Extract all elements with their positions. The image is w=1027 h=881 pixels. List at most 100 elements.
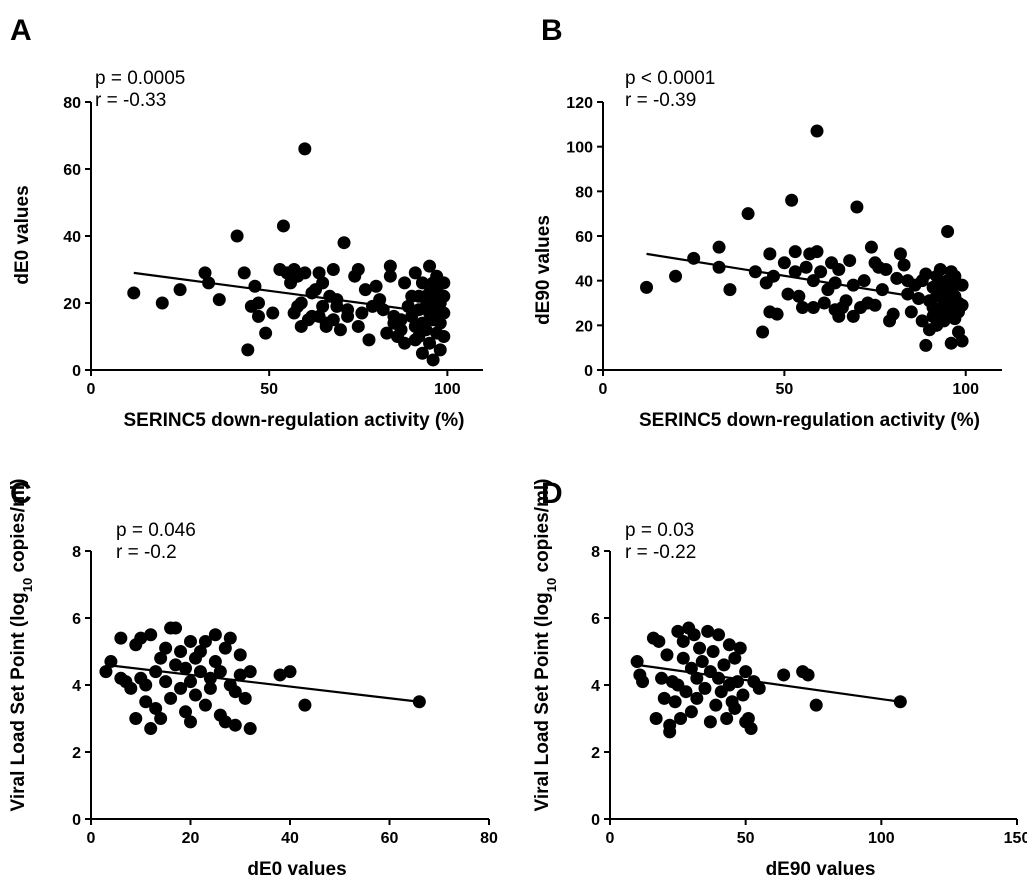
x-axis-title: dE90 values xyxy=(766,859,876,880)
y-tick-label: 6 xyxy=(591,611,600,628)
data-point xyxy=(144,722,158,736)
data-point xyxy=(868,298,882,312)
y-tick-label: 120 xyxy=(566,95,593,112)
data-point xyxy=(208,655,222,669)
data-point xyxy=(159,675,173,689)
data-point xyxy=(706,645,720,658)
regression-line xyxy=(636,663,901,703)
data-point xyxy=(330,299,344,313)
data-point xyxy=(129,712,143,725)
data-point xyxy=(251,309,265,323)
data-point xyxy=(886,307,900,321)
x-tick-label: 50 xyxy=(260,381,278,398)
data-point xyxy=(154,712,168,725)
data-point xyxy=(408,266,422,280)
data-point xyxy=(712,260,726,274)
x-tick-label: 50 xyxy=(737,830,755,847)
data-point xyxy=(419,323,433,337)
x-axis-title: SERINC5 down-regulation activity (%) xyxy=(124,410,465,431)
data-point xyxy=(655,671,669,685)
data-point xyxy=(212,293,226,307)
p-value-label: p = 0.0005 xyxy=(95,68,185,89)
data-point xyxy=(188,688,202,702)
data-point xyxy=(915,314,929,328)
data-point xyxy=(213,665,227,679)
data-point xyxy=(218,715,232,729)
x-tick-label: 0 xyxy=(606,830,615,847)
data-point xyxy=(312,266,326,280)
data-point xyxy=(394,313,408,327)
data-point xyxy=(184,634,197,648)
data-point xyxy=(241,343,255,357)
data-point xyxy=(208,628,222,642)
data-point xyxy=(649,712,663,725)
data-point xyxy=(671,624,685,638)
data-point xyxy=(124,681,138,695)
data-point xyxy=(839,294,853,308)
data-point xyxy=(788,245,802,259)
data-point xyxy=(660,648,674,662)
data-point xyxy=(326,313,340,327)
data-point xyxy=(890,271,904,285)
data-point xyxy=(337,236,351,250)
data-point xyxy=(879,263,893,276)
y-tick-label: 0 xyxy=(591,812,600,829)
data-point xyxy=(676,651,690,665)
data-point xyxy=(193,645,207,658)
data-point xyxy=(752,681,766,695)
x-axis-title: dE0 values xyxy=(247,859,346,880)
data-point xyxy=(712,240,726,254)
r-value-label: r = -0.2 xyxy=(116,542,177,563)
data-point xyxy=(394,323,408,337)
data-point xyxy=(266,306,280,320)
data-point xyxy=(814,265,828,279)
data-point xyxy=(134,631,148,645)
y-tick-label: 20 xyxy=(63,296,81,313)
data-point xyxy=(341,309,355,323)
panel-letter: B xyxy=(541,14,563,47)
y-tick-label: 2 xyxy=(591,745,600,762)
data-point xyxy=(674,712,688,725)
data-point xyxy=(243,722,257,736)
data-point xyxy=(864,240,878,254)
data-point xyxy=(276,219,290,233)
data-point xyxy=(149,701,163,715)
data-point xyxy=(857,274,871,288)
data-point xyxy=(701,624,715,638)
x-tick-label: 150 xyxy=(1004,830,1027,847)
x-tick-label: 50 xyxy=(775,381,793,398)
x-tick-label: 0 xyxy=(87,381,96,398)
y-tick-label: 4 xyxy=(591,678,600,695)
r-value-label: r = -0.33 xyxy=(95,90,166,111)
data-point xyxy=(736,688,750,702)
data-point xyxy=(437,289,451,303)
data-point xyxy=(904,305,918,319)
data-point xyxy=(687,628,701,642)
data-point xyxy=(941,225,955,239)
data-point xyxy=(223,631,237,645)
p-value-label: p = 0.046 xyxy=(116,520,196,541)
data-point xyxy=(423,259,437,273)
data-point xyxy=(733,641,747,655)
data-point xyxy=(912,292,926,306)
data-point xyxy=(919,267,933,281)
data-point xyxy=(741,712,755,725)
data-point xyxy=(383,259,397,273)
y-tick-label: 0 xyxy=(584,363,593,380)
y-tick-label: 6 xyxy=(72,611,81,628)
data-point xyxy=(846,309,860,323)
data-point xyxy=(173,283,187,297)
data-point xyxy=(144,628,158,642)
data-point xyxy=(799,260,813,274)
data-point xyxy=(788,265,802,279)
y-axis-title: dE90 values xyxy=(533,215,554,325)
data-point xyxy=(198,266,212,280)
data-point xyxy=(298,266,312,280)
data-point xyxy=(731,675,745,689)
data-point xyxy=(766,269,780,283)
data-point xyxy=(369,279,383,293)
data-point xyxy=(781,287,795,301)
